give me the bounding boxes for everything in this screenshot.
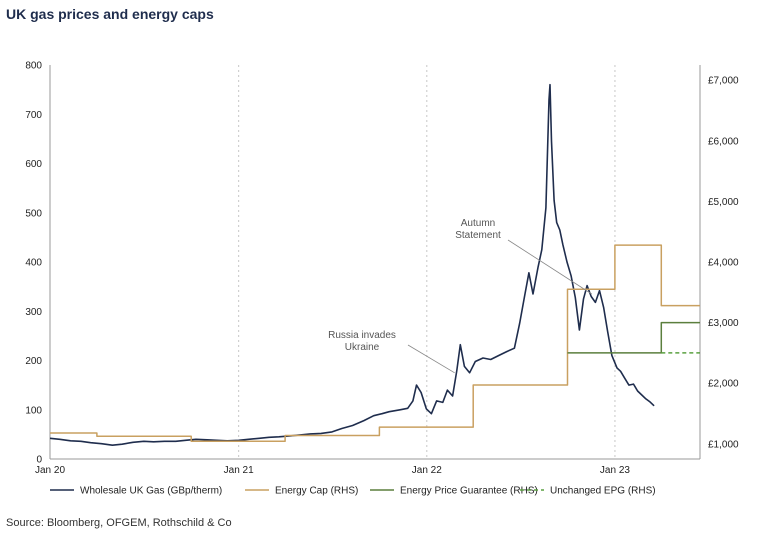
series-line-0 — [49, 83, 655, 446]
legend-label-0: Wholesale UK Gas (GBp/therm) — [80, 486, 222, 497]
y-right-tick-label: £5,000 — [708, 197, 739, 208]
annotation-leader — [407, 344, 455, 374]
annotation-text: Russia invades — [328, 330, 396, 341]
annotation-text: Statement — [455, 230, 501, 241]
axes: Jan 20 Jan 21 Jan 22 Jan 23 0 100 200 300 400 500… — [25, 61, 739, 477]
series-line-2 — [567, 321, 700, 354]
y-right-tick-label: £1,000 — [708, 439, 739, 450]
x-tick-label: Jan 23 — [600, 465, 630, 476]
y-left-tick-label: 500 — [25, 208, 42, 219]
series-line-1 — [50, 244, 700, 443]
grid — [238, 65, 616, 459]
y-left-tick-label: 100 — [25, 405, 42, 416]
y-left-tick-label: 600 — [25, 159, 42, 170]
y-left-tick-label: 0 — [36, 455, 42, 466]
chart-title: UK gas prices and energy caps — [6, 6, 214, 22]
y-left-tick-label: 300 — [25, 307, 42, 318]
legend-label-1: Energy Cap (RHS) — [275, 486, 358, 497]
annotation-text: Ukraine — [345, 342, 380, 353]
x-tick-label: Jan 20 — [35, 465, 65, 476]
legend-label-3: Unchanged EPG (RHS) — [550, 486, 656, 497]
y-right-tick-label: £4,000 — [708, 258, 739, 269]
source-note: Source: Bloomberg, OFGEM, Rothschild & C… — [6, 517, 232, 529]
legend: Wholesale UK Gas (GBp/therm) Energy Cap (… — [50, 486, 656, 497]
series-layer — [49, 83, 700, 446]
y-left-tick-label: 200 — [25, 356, 42, 367]
y-left-tick-label: 700 — [25, 110, 42, 121]
y-left-tick-label: 800 — [25, 61, 42, 72]
annotation-text: Autumn — [461, 218, 495, 229]
annotation-leader — [507, 239, 592, 295]
legend-label-2: Energy Price Guarantee (RHS) — [400, 486, 538, 497]
y-right-tick-label: £6,000 — [708, 136, 739, 147]
x-tick-label: Jan 21 — [224, 465, 254, 476]
y-right-tick-label: £3,000 — [708, 318, 739, 329]
y-right-tick-label: £7,000 — [708, 76, 739, 87]
y-right-tick-label: £2,000 — [708, 379, 739, 390]
x-tick-label: Jan 22 — [412, 465, 442, 476]
y-left-tick-label: 400 — [25, 258, 42, 269]
